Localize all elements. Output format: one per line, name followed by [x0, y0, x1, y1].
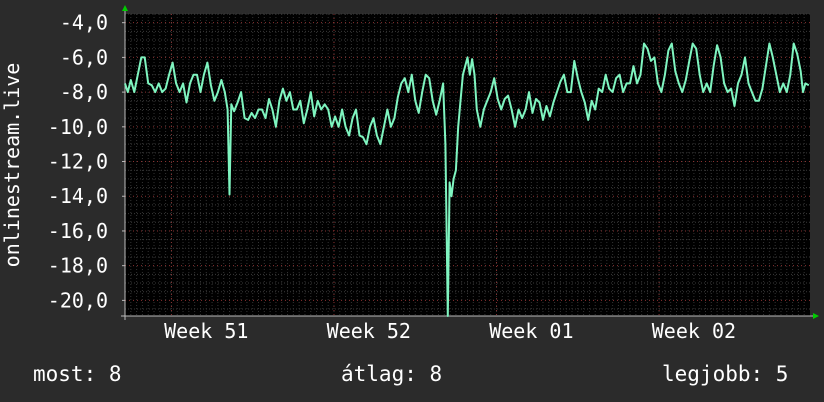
- y-axis-arrow: [122, 5, 128, 11]
- series-line: [124, 42, 810, 317]
- y-tick-label: -20,0: [48, 288, 108, 312]
- y-tick-label: -16,0: [48, 219, 108, 243]
- stat-average: átlag: 8: [341, 362, 443, 386]
- y-axis-label: onlinestream.live: [0, 63, 24, 268]
- stat-best: legjobb: 5: [662, 362, 789, 386]
- y-tick-label: -10,0: [48, 115, 108, 139]
- x-tick-label: Week 52: [327, 319, 411, 343]
- x-tick-label: Week 01: [489, 319, 573, 343]
- x-tick-label: Week 02: [652, 319, 736, 343]
- x-axis-arrow: [813, 313, 819, 319]
- grid: [125, 13, 810, 316]
- axes: [121, 5, 819, 320]
- y-tick-label: -18,0: [48, 254, 108, 278]
- x-tick-labels: Week 51 Week 52 Week 01 Week 02: [164, 319, 736, 343]
- y-tick-label: -14,0: [48, 184, 108, 208]
- stat-current: most: 8: [33, 362, 122, 386]
- y-tick-label: -12,0: [48, 150, 108, 174]
- y-tick-label: -4,0: [60, 11, 108, 35]
- x-tick-label: Week 51: [164, 319, 248, 343]
- y-tick-label: -8,0: [60, 80, 108, 104]
- y-tick-labels: -4,0 -6,0 -8,0 -10,0 -12,0 -14,0 -16,0 -18,0 -20…: [48, 11, 108, 313]
- y-tick-label: -6,0: [60, 45, 108, 69]
